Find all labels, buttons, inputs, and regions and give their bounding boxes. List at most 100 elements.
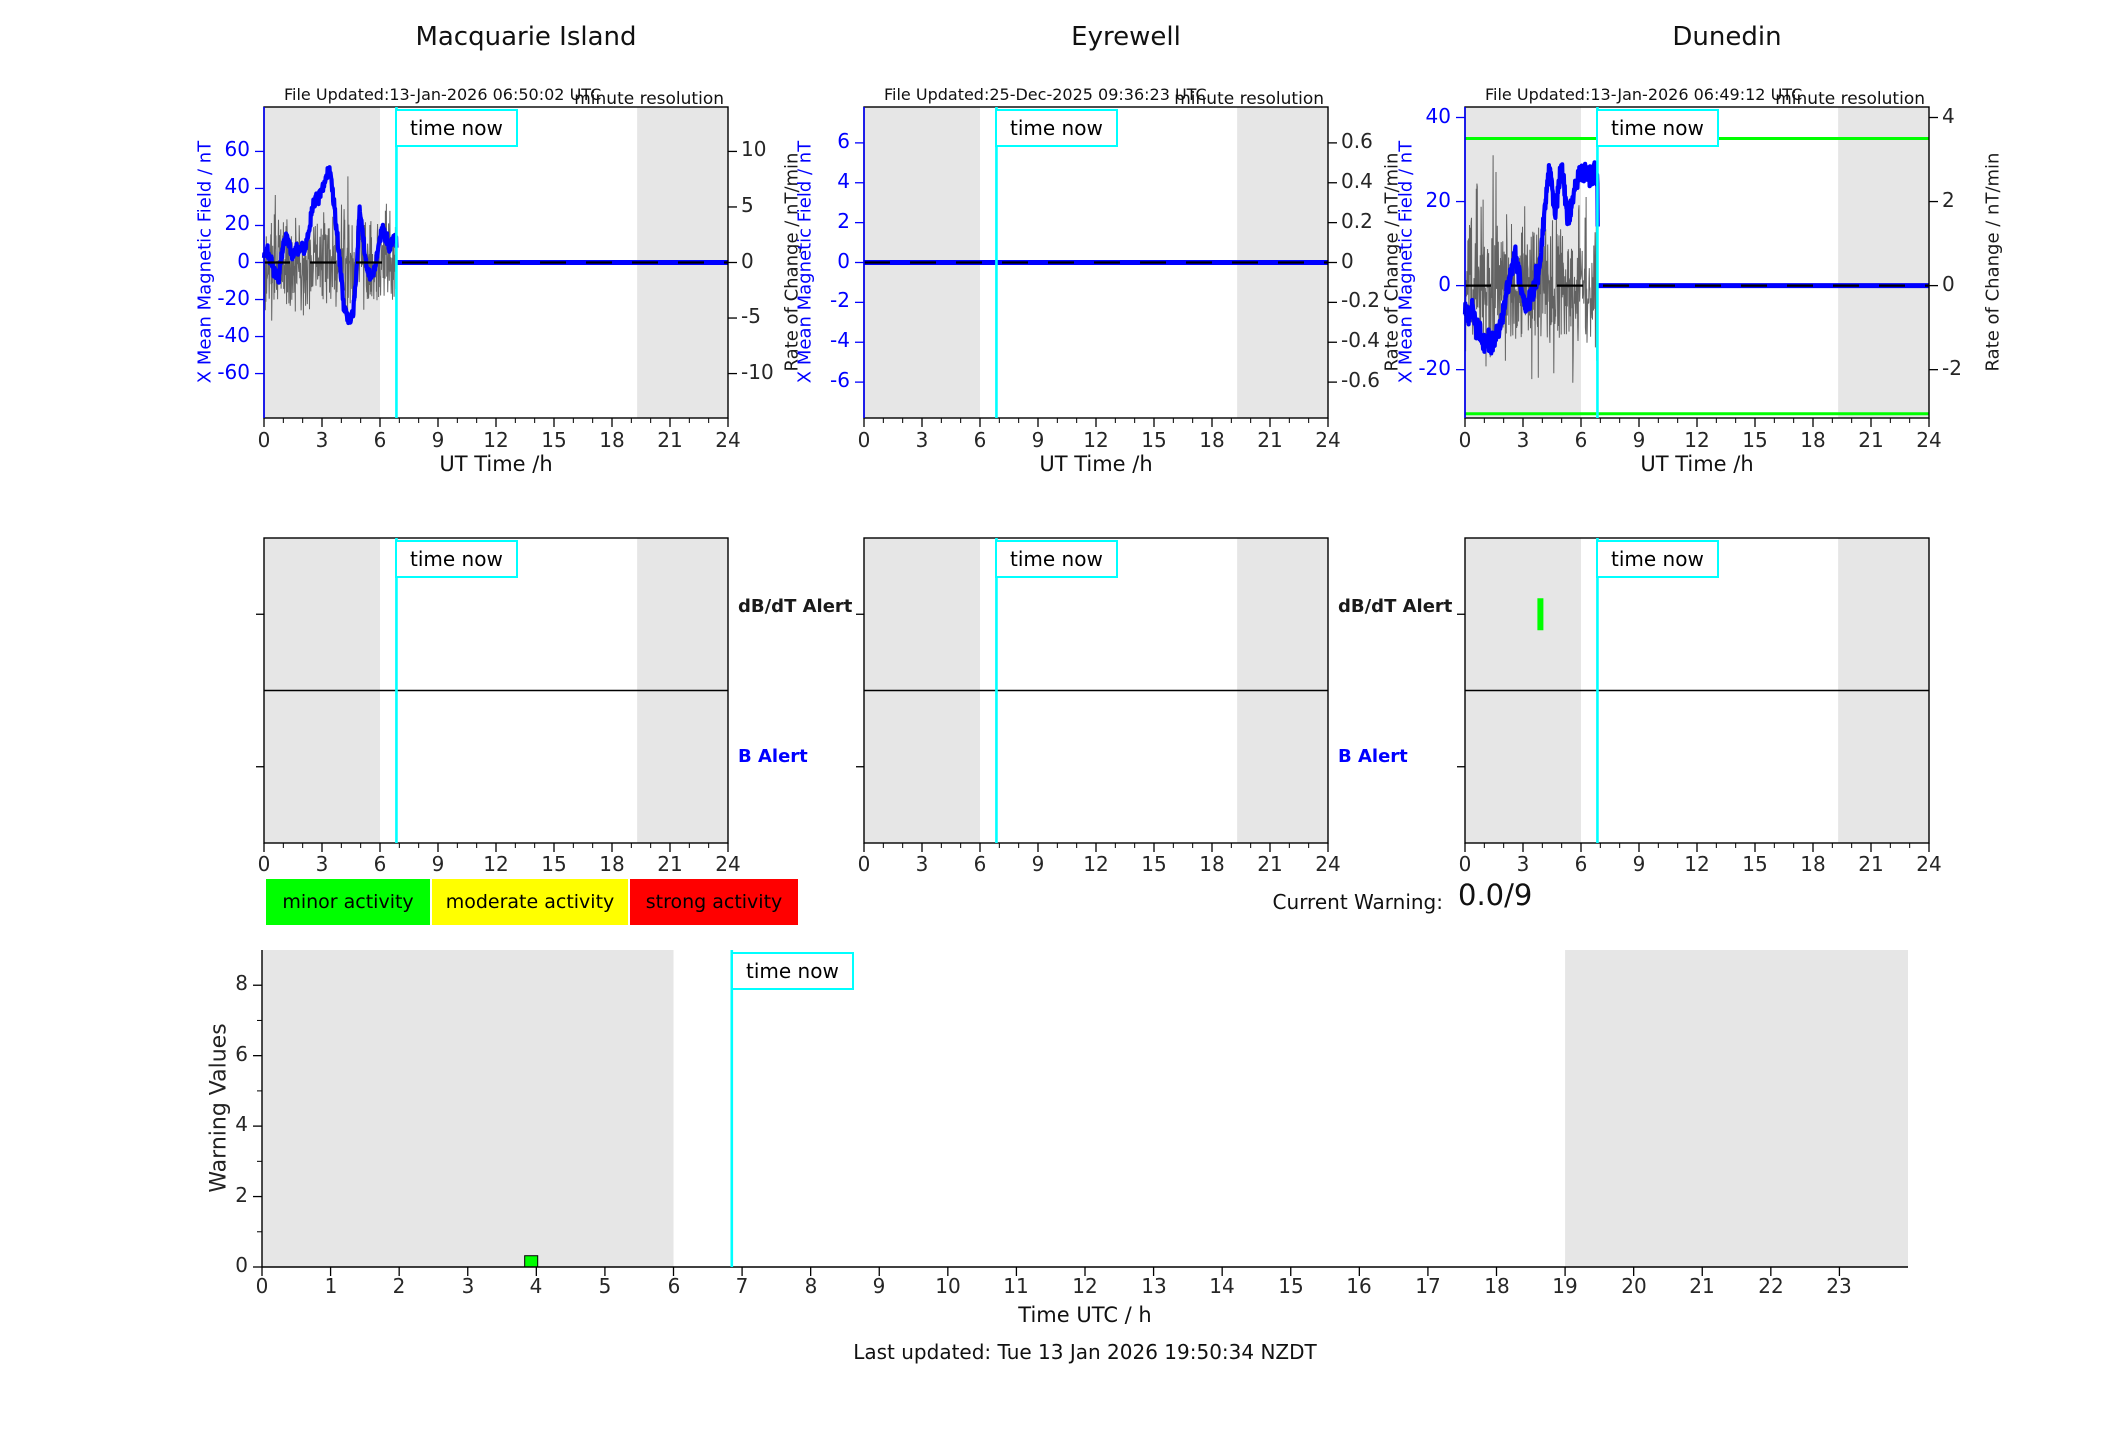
y-tick-label-left: -60 bbox=[217, 360, 250, 384]
x-tick-label: 6 bbox=[373, 852, 387, 876]
y-tick-label-left: 4 bbox=[235, 1112, 248, 1136]
x-tick-label: 18 bbox=[1484, 1274, 1510, 1298]
x-tick-label: 18 bbox=[1800, 428, 1826, 452]
y-tick-label-right: 0 bbox=[1942, 272, 1955, 296]
y-tick-label-left: 40 bbox=[224, 174, 250, 198]
x-tick-label: 21 bbox=[1858, 852, 1884, 876]
x-tick-label: 15 bbox=[1141, 428, 1167, 452]
x-tick-label: 17 bbox=[1415, 1274, 1441, 1298]
alert-event-mark bbox=[1537, 598, 1544, 631]
time-now-flag: time now bbox=[731, 952, 854, 990]
y-tick-label-left: -20 bbox=[1418, 356, 1451, 380]
x-tick-label: 12 bbox=[483, 852, 509, 876]
time-now-flag: time now bbox=[1596, 540, 1719, 578]
x-tick-label: 24 bbox=[1916, 428, 1942, 452]
y-tick-label-left: 0 bbox=[837, 249, 850, 273]
y-tick-label-left: 2 bbox=[837, 209, 850, 233]
x-tick-label: 0 bbox=[257, 428, 271, 452]
x-tick-label: 3 bbox=[915, 428, 929, 452]
night-band bbox=[1565, 950, 1908, 1267]
x-tick-label: 3 bbox=[315, 428, 329, 452]
station-title-dunedin: Dunedin bbox=[1672, 22, 1782, 52]
file-updated-dunedin: File Updated:13-Jan-2026 06:49:12 UTC bbox=[1485, 85, 1803, 104]
x-tick-label: 4 bbox=[529, 1274, 543, 1298]
x-tick-label: 6 bbox=[1574, 428, 1588, 452]
b-alert-label-macquarie: B Alert bbox=[738, 746, 808, 767]
x-axis-label-dunedin: UT Time /h bbox=[1640, 452, 1754, 476]
x-tick-label: 21 bbox=[1257, 852, 1283, 876]
x-tick-label: 15 bbox=[541, 428, 567, 452]
x-tick-label: 12 bbox=[1072, 1274, 1098, 1298]
x-tick-label: 0 bbox=[255, 1274, 269, 1298]
x-tick-label: 15 bbox=[1742, 428, 1768, 452]
x-tick-label: 3 bbox=[315, 852, 329, 876]
y-axis-label-field-dunedin: X Mean Magnetic Field / nT bbox=[1395, 140, 1417, 384]
y-tick-label-right: 2 bbox=[1942, 188, 1955, 212]
x-tick-label: 7 bbox=[735, 1274, 749, 1298]
dun-chart bbox=[1456, 106, 1938, 427]
x-tick-label: 9 bbox=[431, 852, 445, 876]
x-tick-label: 6 bbox=[667, 1274, 681, 1298]
y-tick-label-right: -10 bbox=[741, 360, 774, 384]
x-tick-label: 12 bbox=[1083, 428, 1109, 452]
x-tick-label: 12 bbox=[1684, 852, 1710, 876]
x-tick-label: 14 bbox=[1209, 1274, 1235, 1298]
y-tick-label-left: 0 bbox=[237, 249, 250, 273]
night-band bbox=[262, 950, 674, 1267]
resolution-note-eyrewell: minute resolution bbox=[1174, 89, 1324, 109]
x-tick-label: 3 bbox=[915, 852, 929, 876]
x-tick-label: 15 bbox=[1742, 852, 1768, 876]
x-tick-label: 0 bbox=[857, 428, 871, 452]
y-tick-label-right: 0.4 bbox=[1341, 169, 1373, 193]
x-tick-label: 9 bbox=[1031, 852, 1045, 876]
x-tick-label: 18 bbox=[1800, 852, 1826, 876]
x-tick-label: 15 bbox=[1141, 852, 1167, 876]
y-axis-label-rate-dunedin: Rate of Change / nT/min bbox=[1982, 152, 2004, 372]
y-tick-label-left: -6 bbox=[830, 368, 850, 392]
y-tick-label-left: 8 bbox=[235, 971, 248, 995]
y-tick-label-right: 0 bbox=[1341, 249, 1354, 273]
x-tick-label: 24 bbox=[1916, 852, 1942, 876]
y-tick-label-right: -0.2 bbox=[1341, 288, 1381, 312]
x-tick-label: 18 bbox=[1199, 852, 1225, 876]
warn-chart bbox=[253, 950, 1908, 1276]
y-tick-label-left: 6 bbox=[235, 1042, 248, 1066]
x-tick-label: 6 bbox=[373, 428, 387, 452]
last-updated-text: Last updated: Tue 13 Jan 2026 19:50:34 N… bbox=[853, 1340, 1317, 1364]
x-tick-label: 6 bbox=[973, 852, 987, 876]
x-tick-label: 23 bbox=[1826, 1274, 1852, 1298]
x-tick-label: 12 bbox=[1083, 852, 1109, 876]
x-tick-label: 9 bbox=[1632, 428, 1646, 452]
x-tick-label: 15 bbox=[541, 852, 567, 876]
y-tick-label-right: 0.2 bbox=[1341, 209, 1373, 233]
x-tick-label: 15 bbox=[1278, 1274, 1304, 1298]
mac-chart bbox=[255, 106, 737, 427]
x-tick-label: 6 bbox=[973, 428, 987, 452]
x-tick-label: 0 bbox=[857, 852, 871, 876]
x-tick-label: 12 bbox=[483, 428, 509, 452]
file-updated-eyrewell: File Updated:25-Dec-2025 09:36:23 UTC bbox=[884, 85, 1207, 104]
x-axis-label-eyrewell: UT Time /h bbox=[1039, 452, 1153, 476]
y-tick-label-right: -2 bbox=[1942, 356, 1962, 380]
x-tick-label: 20 bbox=[1621, 1274, 1647, 1298]
warning-bar bbox=[524, 1255, 539, 1268]
y-tick-label-right: -0.4 bbox=[1341, 328, 1381, 352]
x-tick-label: 9 bbox=[1031, 428, 1045, 452]
resolution-note-dunedin: minute resolution bbox=[1775, 89, 1925, 109]
b-alert-label-eyrewell: B Alert bbox=[1338, 746, 1408, 767]
x-tick-label: 8 bbox=[804, 1274, 818, 1298]
x-tick-label: 21 bbox=[1858, 428, 1884, 452]
x-tick-label: 12 bbox=[1684, 428, 1710, 452]
current-warning-value: 0.0/9 bbox=[1458, 878, 1533, 912]
station-title-eyrewell: Eyrewell bbox=[1071, 22, 1181, 52]
y-tick-label-left: -40 bbox=[217, 323, 250, 347]
y-tick-label-left: 40 bbox=[1425, 104, 1451, 128]
eyrA-chart bbox=[856, 537, 1329, 852]
y-tick-label-left: 20 bbox=[1425, 188, 1451, 212]
x-tick-label: 18 bbox=[599, 428, 625, 452]
mean-field-trace bbox=[261, 165, 399, 326]
eyr-chart bbox=[855, 106, 1337, 427]
y-tick-label-left: 0 bbox=[235, 1253, 248, 1277]
y-tick-label-right: 5 bbox=[741, 193, 754, 217]
time-now-flag: time now bbox=[1596, 109, 1719, 147]
